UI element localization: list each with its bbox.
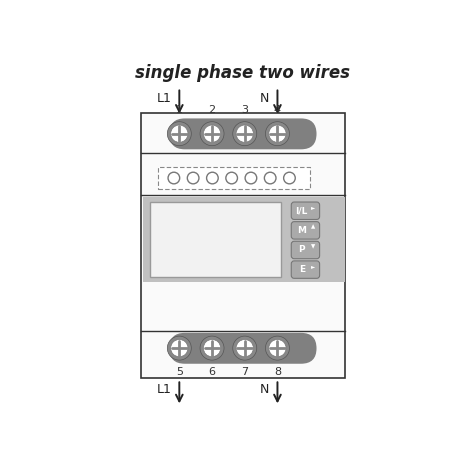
Circle shape: [171, 125, 188, 143]
Text: L1: L1: [156, 92, 171, 105]
Text: ►: ►: [310, 264, 315, 269]
FancyBboxPatch shape: [291, 202, 319, 219]
Circle shape: [236, 339, 254, 357]
Circle shape: [203, 125, 221, 143]
Text: 7: 7: [241, 367, 248, 377]
Circle shape: [187, 172, 199, 184]
Bar: [141, 113, 345, 378]
Text: 2: 2: [209, 105, 216, 115]
Circle shape: [200, 336, 224, 360]
Circle shape: [265, 336, 290, 360]
Circle shape: [283, 172, 295, 184]
Text: 4: 4: [274, 105, 281, 115]
Text: ►: ►: [310, 205, 315, 210]
FancyBboxPatch shape: [169, 118, 317, 149]
Text: 3: 3: [241, 105, 248, 115]
Circle shape: [171, 339, 188, 357]
FancyBboxPatch shape: [291, 261, 319, 278]
Circle shape: [265, 122, 290, 146]
Circle shape: [200, 122, 224, 146]
Text: L1: L1: [156, 383, 171, 396]
Bar: [150, 202, 281, 277]
Circle shape: [203, 339, 221, 357]
FancyBboxPatch shape: [291, 241, 319, 259]
Text: I/L: I/L: [296, 206, 308, 215]
Circle shape: [167, 336, 191, 360]
Text: ▲: ▲: [310, 225, 315, 229]
Circle shape: [264, 172, 276, 184]
Circle shape: [269, 339, 286, 357]
Circle shape: [233, 336, 257, 360]
Text: ▼: ▼: [310, 244, 315, 249]
Bar: [157, 167, 310, 189]
Text: 8: 8: [274, 367, 281, 377]
Text: 5: 5: [176, 367, 183, 377]
Text: 1: 1: [176, 105, 183, 115]
Bar: [143, 196, 345, 282]
Circle shape: [168, 172, 180, 184]
Circle shape: [245, 172, 257, 184]
Circle shape: [226, 172, 237, 184]
Circle shape: [167, 122, 191, 146]
Text: 6: 6: [209, 367, 216, 377]
FancyBboxPatch shape: [291, 222, 319, 239]
Text: single phase two wires: single phase two wires: [136, 64, 350, 82]
FancyBboxPatch shape: [169, 333, 317, 364]
Text: M: M: [297, 226, 306, 235]
Circle shape: [269, 125, 286, 143]
Text: N: N: [260, 383, 269, 396]
Text: P: P: [299, 245, 305, 254]
Text: E: E: [299, 265, 305, 274]
Circle shape: [233, 122, 257, 146]
Circle shape: [207, 172, 218, 184]
Circle shape: [236, 125, 254, 143]
Text: N: N: [260, 92, 269, 105]
